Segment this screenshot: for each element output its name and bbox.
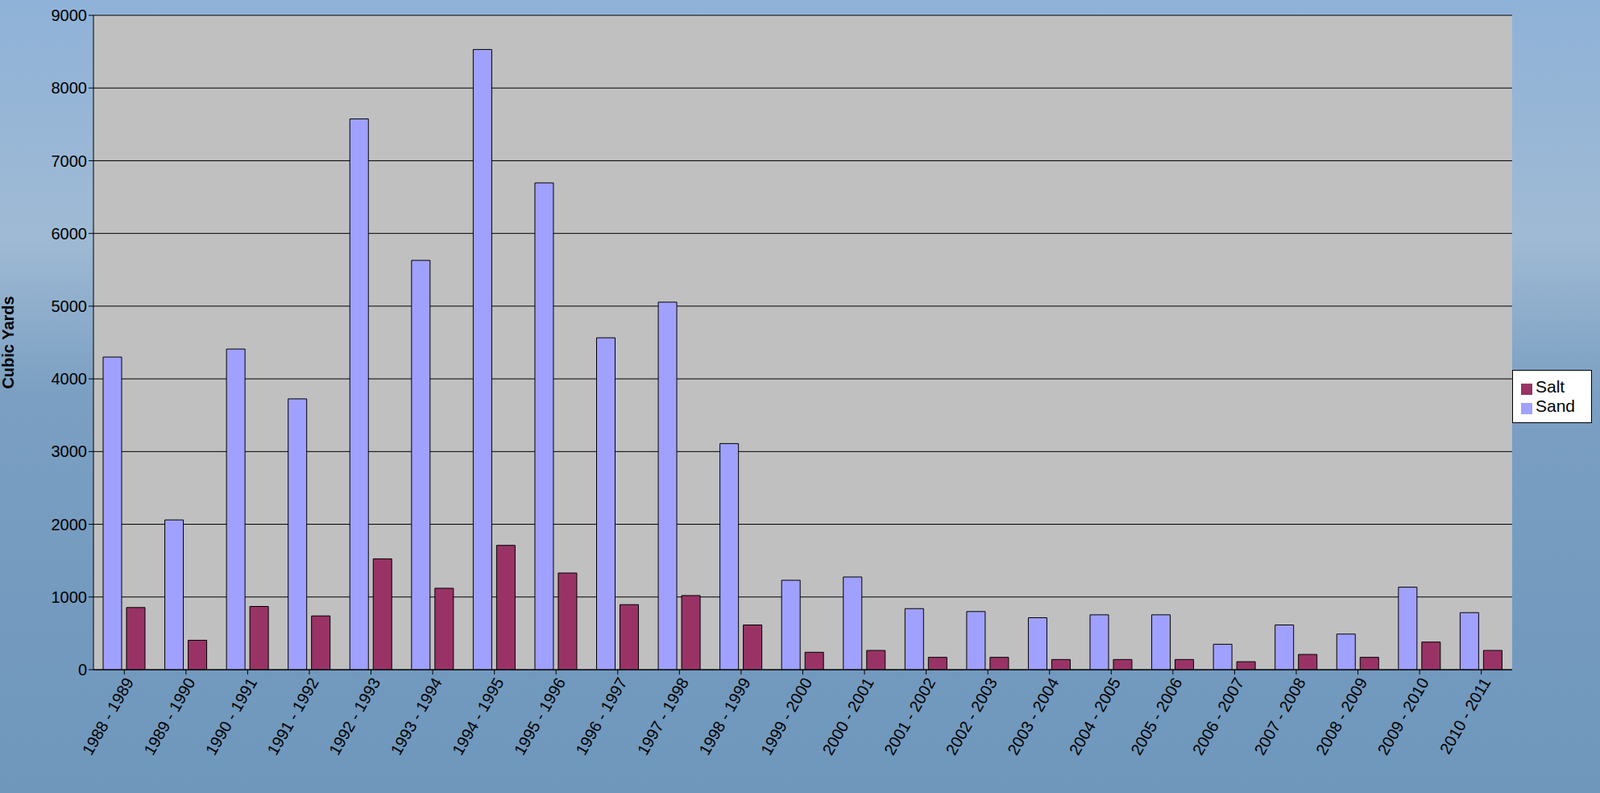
svg-text:4000: 4000 xyxy=(51,369,88,388)
svg-text:0: 0 xyxy=(78,660,88,679)
svg-text:1998 - 1999: 1998 - 1999 xyxy=(695,674,754,758)
svg-text:2005 - 2006: 2005 - 2006 xyxy=(1127,674,1186,758)
svg-text:3000: 3000 xyxy=(51,442,88,461)
svg-text:1995 - 1996: 1995 - 1996 xyxy=(510,674,569,758)
svg-text:2008 - 2009: 2008 - 2009 xyxy=(1312,674,1371,758)
svg-text:2009 - 2010: 2009 - 2010 xyxy=(1373,674,1432,758)
svg-text:1994 - 1995: 1994 - 1995 xyxy=(448,674,507,758)
svg-text:7000: 7000 xyxy=(51,152,88,170)
svg-text:1990 - 1991: 1990 - 1991 xyxy=(202,674,261,758)
svg-text:8000: 8000 xyxy=(51,78,88,97)
svg-text:2001 - 2002: 2001 - 2002 xyxy=(880,674,939,758)
svg-text:1988 - 1989: 1988 - 1989 xyxy=(78,674,137,758)
svg-text:5000: 5000 xyxy=(51,297,88,316)
svg-text:2003 - 2004: 2003 - 2004 xyxy=(1003,674,1062,758)
svg-text:Cubic Yards: Cubic Yards xyxy=(0,295,17,389)
svg-text:1991 - 1992: 1991 - 1992 xyxy=(263,674,322,758)
svg-text:1992 - 1993: 1992 - 1993 xyxy=(325,674,384,758)
svg-text:2010 - 2011: 2010 - 2011 xyxy=(1436,674,1495,757)
svg-text:2002 - 2003: 2002 - 2003 xyxy=(941,674,1000,758)
svg-text:1996 - 1997: 1996 - 1997 xyxy=(572,674,631,758)
svg-text:9000: 9000 xyxy=(51,6,88,25)
svg-text:1000: 1000 xyxy=(51,588,88,606)
svg-text:2000 - 2001: 2000 - 2001 xyxy=(818,674,877,758)
svg-text:1993 - 1994: 1993 - 1994 xyxy=(386,674,445,758)
svg-text:1997 - 1998: 1997 - 1998 xyxy=(634,674,693,758)
svg-text:6000: 6000 xyxy=(51,224,88,243)
svg-text:2006 - 2007: 2006 - 2007 xyxy=(1189,674,1248,758)
svg-text:1999 - 2000: 1999 - 2000 xyxy=(757,674,816,758)
svg-text:2000: 2000 xyxy=(51,515,88,534)
svg-text:1989 - 1990: 1989 - 1990 xyxy=(140,674,199,758)
html-text:Sand: Sand xyxy=(1535,396,1576,415)
html-text:Salt: Salt xyxy=(1535,377,1565,396)
svg-text:2007 - 2008: 2007 - 2008 xyxy=(1250,674,1309,758)
svg-text:2004 - 2005: 2004 - 2005 xyxy=(1065,674,1124,758)
